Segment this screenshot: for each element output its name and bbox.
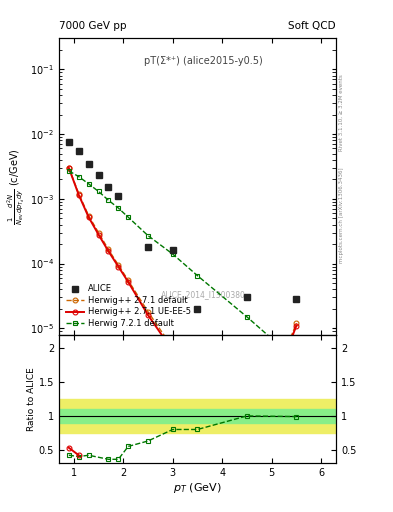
Bar: [59, 409, 336, 423]
Y-axis label: Ratio to ALICE: Ratio to ALICE: [27, 367, 36, 431]
Y-axis label: $\frac{1}{N_{ev}} \frac{d^2N}{dp_{T_d}dy}$ (c/GeV): $\frac{1}{N_{ev}} \frac{d^2N}{dp_{T_d}dy…: [6, 148, 27, 225]
Text: Soft QCD: Soft QCD: [288, 21, 336, 31]
X-axis label: $p_T$ (GeV): $p_T$ (GeV): [173, 481, 222, 495]
Text: pT(Σ*⁺) (alice2015-y0.5): pT(Σ*⁺) (alice2015-y0.5): [144, 56, 263, 66]
Text: 7000 GeV pp: 7000 GeV pp: [59, 21, 127, 31]
Text: Rivet 3.1.10, ≥ 3.2M events: Rivet 3.1.10, ≥ 3.2M events: [339, 74, 344, 151]
Legend: ALICE, Herwig++ 2.7.1 default, Herwig++ 2.7.1 UE-EE-5, Herwig 7.2.1 default: ALICE, Herwig++ 2.7.1 default, Herwig++ …: [63, 282, 194, 330]
Text: mcplots.cern.ch [arXiv:1306.3436]: mcplots.cern.ch [arXiv:1306.3436]: [339, 167, 344, 263]
Text: ALICE_2014_I1300380: ALICE_2014_I1300380: [161, 290, 246, 299]
Bar: [59, 399, 336, 433]
